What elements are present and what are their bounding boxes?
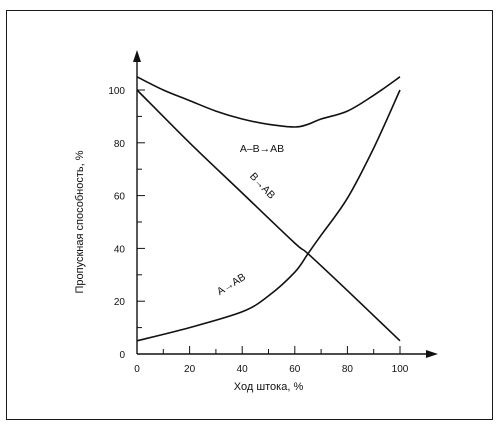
- y-tick-label: 80: [114, 139, 126, 150]
- y-axis-title: Пропускная способность, %: [74, 150, 86, 293]
- series-ab-b-ab-curve: [136, 76, 401, 128]
- curves: [136, 76, 401, 342]
- series-a-ab-curve: [136, 89, 401, 342]
- x-axis-title: Ход штока, %: [234, 381, 304, 393]
- x-tick-label: 40: [237, 364, 249, 375]
- x-tick-label: 20: [184, 364, 196, 375]
- chart-frame: [6, 10, 493, 420]
- x-tick-label: 60: [289, 364, 301, 375]
- y-tick-label: 20: [114, 297, 126, 308]
- series-label-ab-b-ab: А–В→АВ: [240, 143, 284, 155]
- y-tick-label: 100: [108, 86, 125, 97]
- series-label-b-ab: В→АВ: [247, 170, 277, 201]
- x-tick-label: 0: [134, 364, 140, 375]
- y-tick-label: 0: [119, 350, 125, 361]
- series-b-ab-curve: [136, 89, 401, 342]
- axes: 0 20 40 60 80 100 0 20 40 60 80 100 Ход штока, % Проп…: [74, 50, 438, 393]
- x-axis-arrow: [426, 350, 438, 358]
- series-label-a-ab: А→АВ: [215, 271, 248, 298]
- y-tick-label: 40: [114, 244, 126, 255]
- labels: А–В→АВ В→АВ А→АВ: [215, 143, 284, 298]
- x-tick-label: 100: [392, 364, 409, 375]
- y-axis-arrow: [133, 50, 141, 62]
- y-tick-label: 60: [114, 192, 126, 203]
- x-tick-label: 80: [342, 364, 354, 375]
